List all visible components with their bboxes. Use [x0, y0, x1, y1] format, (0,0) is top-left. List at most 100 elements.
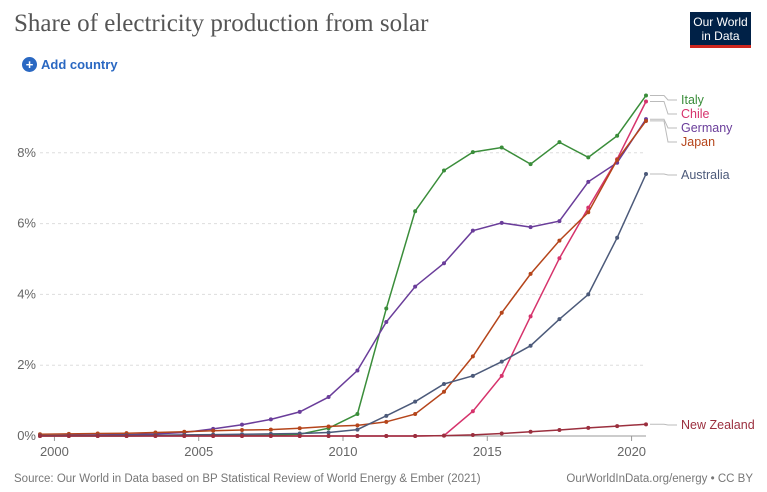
data-point — [586, 155, 591, 160]
x-tick-label: 2000 — [40, 444, 69, 459]
legend-connector — [650, 118, 677, 129]
legend-label: Italy — [681, 93, 705, 107]
source-note: Source: Our World in Data based on BP St… — [14, 473, 481, 485]
data-point — [442, 381, 446, 386]
data-point — [355, 412, 360, 417]
y-tick-label: 4% — [17, 286, 36, 301]
y-tick-label: 8% — [17, 145, 36, 160]
data-point — [153, 430, 158, 435]
data-point — [442, 261, 446, 266]
data-point — [557, 427, 562, 432]
owid-logo[interactable]: Our World in Data — [690, 12, 751, 48]
x-tick-label: 2020 — [617, 444, 646, 459]
data-point — [557, 317, 562, 322]
data-point — [326, 434, 331, 438]
data-point — [470, 409, 475, 414]
data-point — [442, 389, 446, 394]
add-country-button[interactable]: + Add country — [22, 57, 118, 72]
legend-label: Australia — [681, 168, 730, 182]
legend-connector — [650, 95, 677, 101]
data-point — [384, 306, 389, 311]
data-point — [499, 431, 504, 436]
data-point — [644, 99, 648, 104]
data-point — [557, 238, 562, 243]
legend-connector — [650, 173, 677, 176]
x-tick-label: 2015 — [473, 444, 502, 459]
series-line — [39, 118, 647, 437]
data-point — [586, 179, 591, 184]
data-point — [470, 432, 475, 437]
y-tick-label: 0% — [17, 428, 36, 443]
data-point — [499, 145, 504, 150]
data-point — [268, 434, 273, 438]
data-point — [211, 434, 216, 438]
data-point — [586, 292, 591, 297]
data-point — [615, 235, 620, 240]
data-point — [413, 434, 418, 438]
data-point — [499, 220, 504, 225]
data-point — [470, 373, 475, 378]
legend-connector — [650, 120, 677, 143]
data-point — [615, 133, 620, 138]
add-country-label: Add country — [41, 57, 118, 72]
data-point — [268, 417, 273, 422]
data-point — [182, 434, 187, 438]
data-point — [470, 354, 475, 359]
data-point — [528, 429, 533, 434]
data-point — [384, 413, 389, 418]
data-point — [297, 434, 302, 438]
data-point — [644, 422, 648, 427]
logo-line-2: in Data — [701, 29, 740, 43]
data-point — [326, 395, 331, 400]
x-tick-label: 2010 — [329, 444, 358, 459]
series-line — [40, 423, 647, 437]
legend-label: Japan — [681, 135, 715, 149]
data-point — [240, 434, 244, 438]
data-point — [182, 429, 187, 434]
legend-connector — [650, 423, 677, 426]
data-point — [124, 434, 129, 438]
data-point — [528, 225, 533, 230]
data-point — [355, 423, 360, 428]
data-point — [326, 424, 331, 429]
data-point — [644, 172, 648, 177]
data-point — [95, 434, 100, 438]
data-point — [384, 434, 389, 438]
data-point — [240, 422, 244, 427]
data-point — [384, 419, 389, 424]
data-point — [355, 434, 360, 438]
y-tick-label: 2% — [17, 357, 36, 372]
data-point — [240, 427, 244, 432]
data-point — [413, 284, 418, 289]
data-point — [66, 434, 71, 438]
data-point — [413, 412, 418, 417]
data-point — [528, 162, 533, 167]
y-tick-label: 6% — [17, 216, 36, 231]
data-point — [470, 228, 475, 233]
data-point — [615, 424, 620, 429]
data-point — [38, 434, 42, 438]
legend-connector — [650, 101, 677, 115]
data-point — [644, 93, 648, 98]
data-point — [586, 210, 591, 215]
data-point — [268, 427, 273, 432]
data-point — [355, 427, 360, 432]
data-point — [586, 425, 591, 430]
data-point — [499, 373, 504, 378]
data-point — [326, 430, 331, 435]
data-point — [442, 168, 446, 173]
data-point — [557, 140, 562, 145]
data-point — [528, 271, 533, 276]
data-point — [153, 434, 158, 438]
data-point — [528, 343, 533, 348]
data-point — [384, 320, 389, 325]
data-point — [355, 368, 360, 373]
credit-link[interactable]: OurWorldInData.org/energy • CC BY — [566, 473, 753, 485]
data-point — [297, 409, 302, 414]
legend-label: New Zealand — [681, 418, 755, 432]
series-line — [40, 173, 647, 437]
legend-label: Chile — [681, 107, 710, 121]
data-point — [297, 426, 302, 431]
legend-label: Germany — [681, 121, 733, 135]
